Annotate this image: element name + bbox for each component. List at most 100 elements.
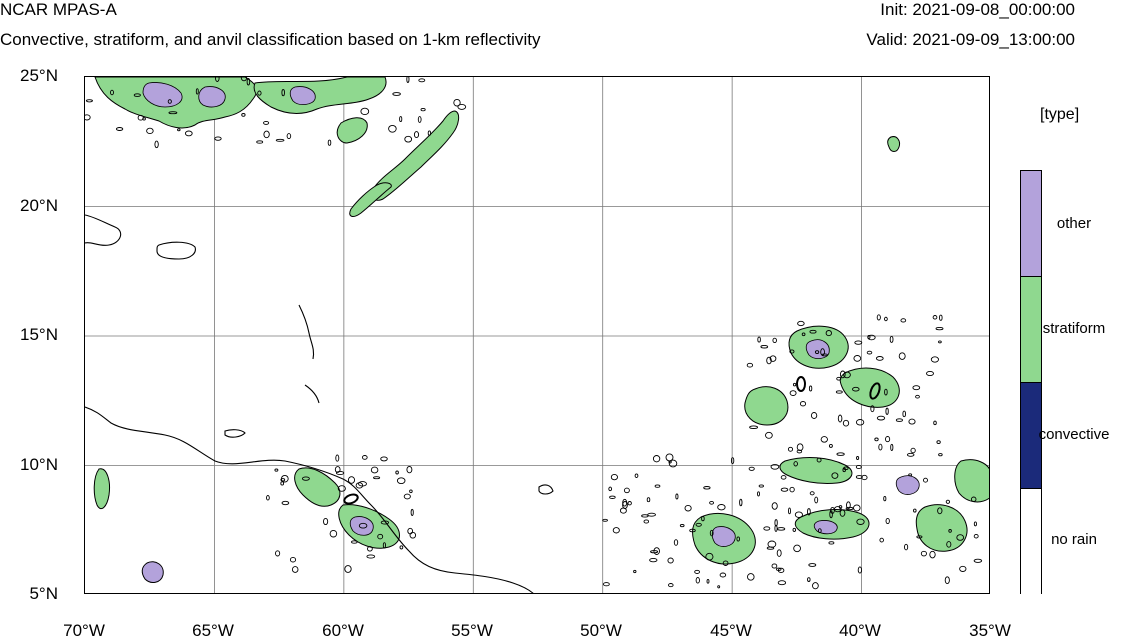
contour-cell xyxy=(794,511,803,518)
contour-cell xyxy=(329,529,338,538)
contour-cell xyxy=(396,477,406,485)
precip-region xyxy=(779,457,853,484)
precip-region xyxy=(915,504,968,552)
contour-cell xyxy=(717,585,721,589)
contour-cell xyxy=(417,116,422,123)
contour-cell xyxy=(399,545,404,550)
contour-cell xyxy=(775,567,782,571)
contour-cell xyxy=(633,569,637,574)
contour-cell xyxy=(404,135,413,143)
contour-cell xyxy=(382,542,386,549)
contour-cell xyxy=(836,376,842,381)
precip-region xyxy=(198,86,226,108)
colorbar-swatch-no-rain xyxy=(1021,489,1041,595)
contour-cell xyxy=(817,528,822,534)
contour-cell xyxy=(825,330,832,337)
contour-cell xyxy=(879,537,884,543)
contour-cell xyxy=(281,500,290,506)
precip-region xyxy=(289,86,316,105)
contour-cell xyxy=(195,88,199,95)
contour-cell xyxy=(652,455,661,463)
contour-cell xyxy=(789,390,797,396)
contour-cell xyxy=(344,565,352,573)
contour-cell xyxy=(770,463,780,470)
contour-cell xyxy=(839,370,846,379)
colorbar-swatch-stratiform xyxy=(1021,277,1041,383)
contour-cell xyxy=(776,549,782,557)
contour-cell xyxy=(358,481,367,487)
contour-cell xyxy=(673,539,679,546)
contour-cell xyxy=(748,466,755,471)
contour-cell xyxy=(855,475,863,479)
contour-cell xyxy=(214,136,222,141)
precip-region xyxy=(887,136,900,152)
contour-cell xyxy=(946,541,952,548)
map-panel[interactable] xyxy=(84,76,990,594)
contour-cell xyxy=(634,473,639,478)
contour-cell xyxy=(828,541,835,545)
precip-region xyxy=(895,475,920,495)
contour-cell xyxy=(366,554,376,559)
coastlines xyxy=(85,214,554,593)
contour-cell xyxy=(730,457,735,464)
contour-cell xyxy=(709,529,714,537)
contour-cell xyxy=(808,385,813,392)
colorbar-swatch-convective xyxy=(1021,383,1041,489)
contour-cell xyxy=(855,419,865,426)
contour-cell xyxy=(358,522,368,529)
contour-cell xyxy=(263,120,270,125)
contour-cell xyxy=(938,340,942,344)
contour-cell xyxy=(603,582,610,587)
contour-cell xyxy=(274,468,279,472)
lon-label-65w: 65°W xyxy=(192,621,234,640)
contour-cell xyxy=(838,505,843,509)
precip-region xyxy=(711,526,736,547)
contour-cell xyxy=(695,522,702,527)
contour-cell xyxy=(923,477,928,483)
lon-label-40w: 40°W xyxy=(839,621,881,640)
contour-cell xyxy=(246,77,251,86)
contour-cell xyxy=(837,414,843,423)
lon-label-55w: 55°W xyxy=(451,621,493,640)
contour-cell xyxy=(789,486,795,493)
contour-cell xyxy=(722,560,729,566)
legend-title: [type] xyxy=(1040,106,1080,123)
contour-cell xyxy=(706,578,710,584)
contour-cell xyxy=(280,481,285,486)
contour-cell xyxy=(973,521,977,527)
contour-cell xyxy=(944,576,950,585)
contour-cell xyxy=(916,535,923,539)
contour-cell xyxy=(935,326,944,331)
lon-label-50w: 50°W xyxy=(580,621,622,640)
contour-cell xyxy=(767,540,777,548)
precip-region xyxy=(93,468,110,510)
contour-cell xyxy=(885,517,890,525)
contour-cell xyxy=(335,454,340,462)
contour-cell xyxy=(427,130,432,136)
contour-cell xyxy=(281,88,285,97)
contour-markers xyxy=(343,376,881,505)
lon-label-45w: 45°W xyxy=(710,621,752,640)
contour-cell xyxy=(291,566,299,573)
contour-cell xyxy=(939,314,943,321)
contour-cell xyxy=(410,508,414,516)
contour-cell xyxy=(627,501,632,506)
contour-cell xyxy=(808,563,817,567)
contour-cell xyxy=(289,556,297,563)
contour-cell xyxy=(280,474,289,483)
contour-cell xyxy=(757,336,761,343)
contour-cell xyxy=(839,509,846,517)
contour-cell xyxy=(829,510,833,519)
contour-cell xyxy=(788,507,791,515)
contour-cell xyxy=(771,502,778,510)
contour-cell xyxy=(409,489,413,494)
contour-cell xyxy=(399,116,403,123)
contour-cell xyxy=(874,437,879,442)
contour-cell xyxy=(668,459,678,468)
contour-cell xyxy=(920,550,927,557)
contour-cell xyxy=(275,138,285,142)
contour-cell xyxy=(420,107,426,112)
contour-cell xyxy=(885,436,891,443)
contour-cell xyxy=(876,415,886,421)
contour-cell xyxy=(409,531,417,539)
